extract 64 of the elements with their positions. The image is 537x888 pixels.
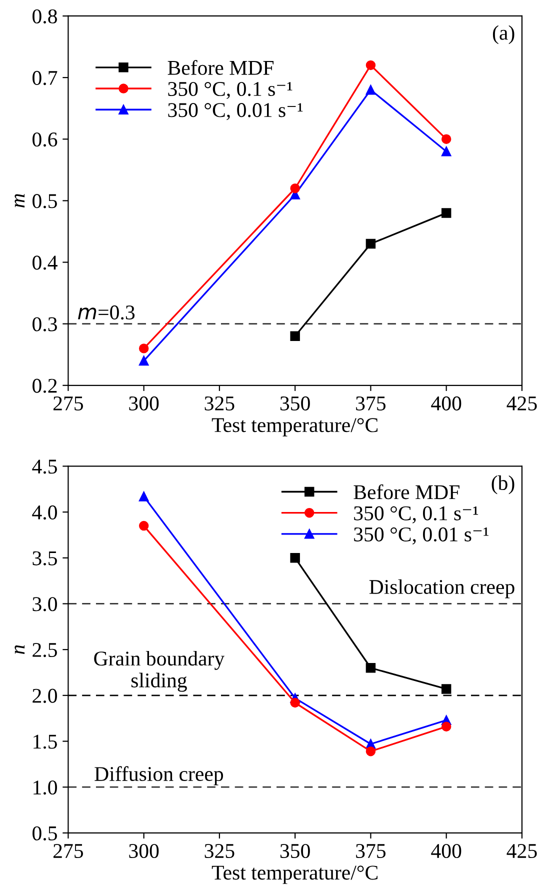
point: [441, 208, 452, 218]
legend-label: Before MDF: [168, 60, 274, 75]
annotation: Grain boundary sliding: [94, 650, 225, 692]
x-tick-label: 300: [129, 844, 159, 858]
point: [366, 663, 376, 673]
annotation: (b): [492, 475, 514, 494]
point: [366, 60, 376, 70]
legend-label: 350 °C, 0.01 s⁻¹: [168, 103, 303, 120]
point: [290, 184, 300, 194]
point: [138, 344, 149, 354]
y-axis-title: n: [14, 645, 25, 654]
y-tick-label: 0.8: [32, 9, 57, 24]
y-tick-label: 2.0: [32, 688, 57, 703]
x-tick-label: 275: [53, 844, 84, 858]
x-tick-label: 350: [280, 844, 310, 858]
x-tick-label: 325: [204, 844, 234, 858]
x-tick-label: 275: [53, 396, 84, 410]
annotation: Dislocation creep: [369, 579, 514, 598]
point: [441, 146, 452, 156]
x-tick-label: 400: [431, 396, 462, 410]
annotation: (a): [492, 25, 514, 44]
y-tick-label: 1.5: [34, 734, 57, 749]
y-tick-label: 0.4: [32, 256, 58, 270]
y-tick-label: 4.0: [32, 505, 57, 520]
y-axis-title: m: [14, 194, 25, 208]
x-tick-label: 425: [506, 844, 537, 858]
legend-label: Before MDF: [354, 484, 460, 500]
point: [366, 746, 376, 756]
x-tick-label: 425: [506, 396, 537, 410]
point: [366, 238, 376, 249]
y-tick-label: 3.0: [32, 597, 57, 612]
point: [138, 520, 149, 531]
y-tick-label: 0.2: [32, 378, 57, 393]
annotation: Diffusion creep: [94, 766, 224, 786]
point: [441, 684, 452, 694]
y-tick-label: 0.6: [32, 132, 58, 147]
x-tick-label: 400: [431, 844, 462, 858]
point: [290, 698, 300, 708]
ref-line-label: m=0.3: [78, 305, 135, 320]
x-axis-title: Test temperature/°C: [212, 866, 378, 884]
y-tick-label: 1.0: [34, 780, 57, 795]
y-tick-label: 3.5: [32, 551, 57, 566]
legend-label: 350 °C, 0.1 s⁻¹: [168, 82, 292, 100]
y-tick-label: 0.5: [32, 826, 57, 840]
point: [138, 356, 149, 366]
y-tick-label: 0.5: [32, 194, 57, 208]
legend-label: 350 °C, 0.01 s⁻¹: [354, 527, 488, 544]
point: [290, 553, 300, 563]
point: [441, 722, 452, 732]
x-axis-title: Test temperature/°C: [212, 418, 378, 436]
y-tick-label: 0.7: [32, 70, 58, 86]
point: [138, 492, 149, 502]
x-tick-label: 350: [280, 396, 310, 410]
legend-label: 350 °C, 0.1 s⁻¹: [354, 506, 478, 524]
point: [366, 85, 376, 95]
x-tick-label: 375: [356, 844, 386, 858]
y-tick-label: 0.3: [32, 317, 57, 332]
x-tick-label: 300: [129, 396, 159, 410]
point: [290, 331, 300, 341]
y-tick-label: 4.5: [32, 460, 57, 474]
y-tick-label: 2.5: [32, 643, 57, 658]
point: [441, 134, 452, 144]
x-tick-label: 325: [204, 396, 234, 410]
x-tick-label: 375: [356, 396, 386, 410]
